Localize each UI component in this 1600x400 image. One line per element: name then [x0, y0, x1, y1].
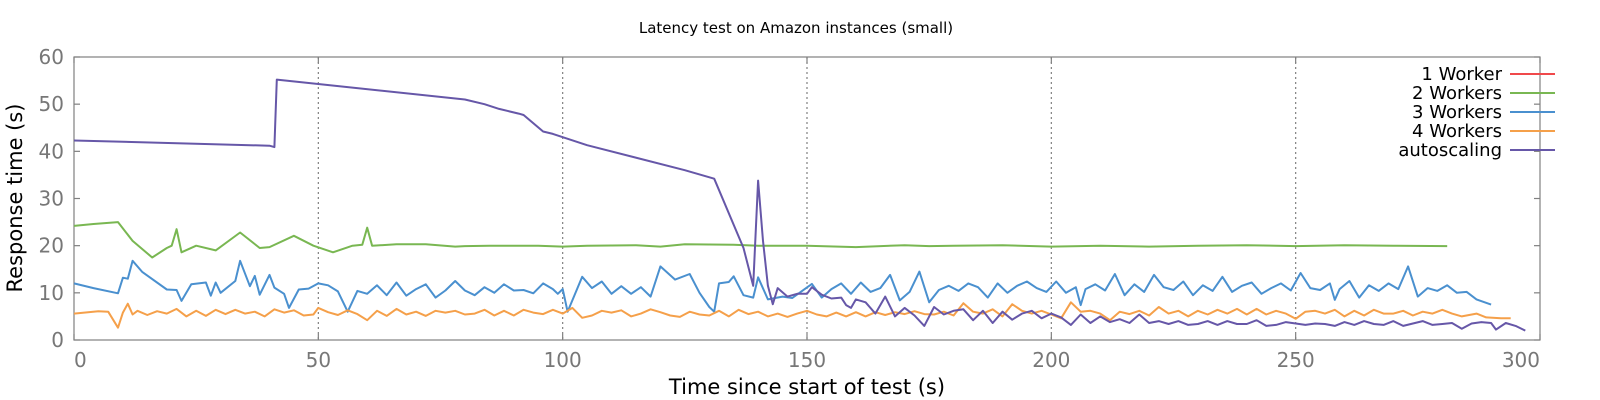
x-tick-label: 0 — [74, 348, 87, 372]
series-line-2-workers — [73, 221, 1448, 259]
x-tick-label: 100 — [544, 348, 582, 372]
y-tick-label: 20 — [39, 234, 64, 258]
legend-label-autoscaling: autoscaling — [1398, 140, 1502, 161]
x-tick-label: 150 — [788, 348, 826, 372]
x-tick-label: 250 — [1277, 348, 1315, 372]
y-tick-label: 0 — [51, 328, 64, 352]
series-line-4-workers — [73, 301, 1511, 329]
y-tick-label: 10 — [39, 281, 64, 305]
y-tick-label: 50 — [39, 92, 64, 116]
y-axis-label: Response time (s) — [3, 104, 27, 293]
series-line-3-workers — [73, 259, 1492, 313]
x-tick-label: 300 — [1502, 348, 1540, 372]
series-line-autoscaling — [73, 78, 1526, 332]
legend-label-1-worker: 1 Worker — [1421, 64, 1502, 85]
x-axis-label: Time since start of test (s) — [668, 375, 945, 399]
y-tick-label: 60 — [39, 45, 64, 69]
y-tick-label: 30 — [39, 187, 64, 211]
x-tick-label: 50 — [306, 348, 331, 372]
axis-ticks: 0 50 100 150 200 250 300 0 10 20 30 40 50 60 — [39, 45, 1541, 372]
legend-label-3-workers: 3 Workers — [1412, 102, 1502, 123]
y-tick-label: 40 — [39, 139, 64, 163]
series-lines — [73, 78, 1526, 332]
x-tick-label: 200 — [1032, 348, 1070, 372]
chart-title: Latency test on Amazon instances (small) — [639, 19, 953, 37]
legend-label-2-workers: 2 Workers — [1412, 83, 1502, 104]
legend-label-4-workers: 4 Workers — [1412, 121, 1502, 142]
